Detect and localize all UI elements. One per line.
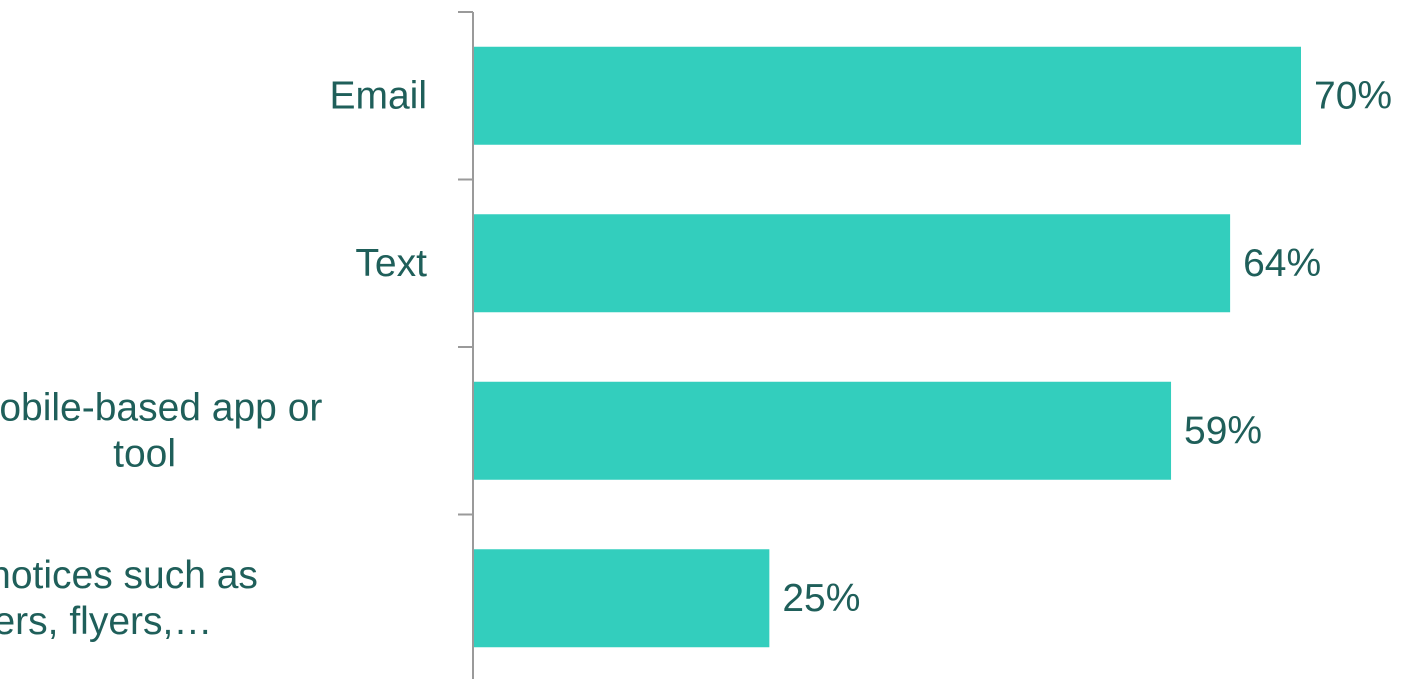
category-label: Mobile-based app or tool [0,386,322,475]
value-labels: 70% 64% 59% 25% [782,74,1392,620]
data-label: 59% [1184,409,1262,452]
data-label: 25% [782,577,860,620]
y-axis-ticks [458,11,473,516]
bars-group [474,46,1301,648]
bar [474,214,1231,313]
category-label-line: Mobile-based app or [0,386,322,429]
category-label-line: tool [113,432,176,475]
category-label-line: Text [355,242,427,285]
category-label-line: Paper notices such as [0,554,258,597]
bar [474,381,1172,480]
category-label: Text [355,242,427,285]
bar [474,46,1301,145]
category-label: Paper notices such asposters, flyers,… [0,554,258,643]
category-label: Email [329,74,427,117]
category-label-line: posters, flyers,… [0,600,212,643]
data-label: 64% [1243,242,1321,285]
data-label: 70% [1314,74,1392,117]
category-label-line: Email [329,74,427,117]
bar [474,549,770,648]
